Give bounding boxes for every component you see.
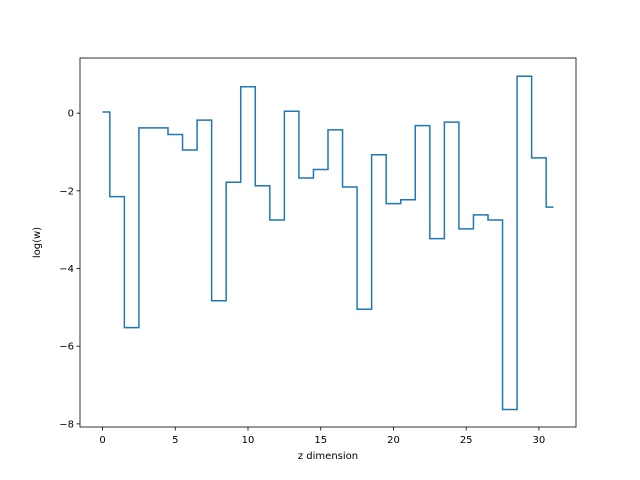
x-tick-label: 15 [314,435,327,446]
y-axis-label: log(w) [32,227,43,258]
series-line-0 [102,75,554,411]
y-tick-label: −2 [59,186,74,197]
x-tick-label: 5 [172,435,178,446]
x-tick-label: 30 [533,435,546,446]
axes-frame [79,57,577,428]
x-tick-label: 25 [460,435,473,446]
y-tick-label: 0 [68,109,74,120]
axes: 0 5 10 15 20 25 30 0 −2 −4 −6 −8 [59,57,577,446]
y-tick-label: −8 [59,419,74,430]
y-tick-label: −4 [59,264,74,275]
x-tick-label: 10 [242,435,255,446]
plot-area [102,75,554,411]
x-tick-label: 20 [387,435,400,446]
y-tick-label: −6 [59,342,74,353]
x-tick-label: 0 [99,435,105,446]
x-axis-label: z dimension [298,451,358,462]
